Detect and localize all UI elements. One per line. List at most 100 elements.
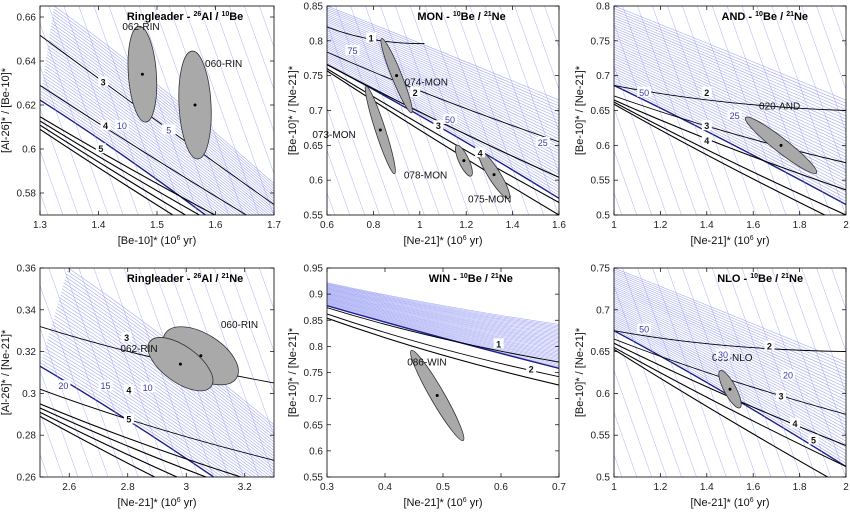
evolution-curve (53, 318, 274, 474)
isochron-line (614, 327, 667, 477)
y-tick-label: 0.3 (22, 389, 36, 400)
burial-contour (40, 407, 208, 477)
burial-contour (40, 120, 201, 215)
evolution-curve (44, 351, 236, 477)
contour-label-blue: 5 (166, 125, 171, 135)
isochron-line (228, 268, 274, 395)
contour-label-blue: 30 (718, 350, 728, 360)
isochron-line (259, 6, 274, 48)
evolution-curve (327, 292, 559, 345)
y-tick-label: 0.65 (304, 420, 324, 431)
contour-label-blue: 10 (143, 383, 153, 393)
isochron-line (771, 6, 846, 215)
evolution-curve (327, 289, 559, 339)
sample-label: 020-AND (759, 101, 800, 112)
x-axis-label: [Ne-21]* (106 yr) (690, 497, 769, 509)
y-axis-label: [Al-26]* / [Be-10]* (0, 67, 12, 153)
evolution-curve (327, 7, 559, 104)
evolution-curve (327, 292, 559, 344)
evolution-curve (327, 51, 559, 178)
evolution-curve (56, 309, 274, 465)
isochron-line (514, 6, 559, 133)
y-tick-label: 0.55 (591, 176, 611, 187)
evolution-curve (327, 299, 559, 357)
plot-area (614, 268, 846, 477)
sample-label: 086-WIN (407, 357, 446, 368)
y-tick-label: 0.55 (304, 211, 324, 222)
sample-point (462, 159, 466, 163)
panel-title: Ringleader - 26Al / 21Ne (127, 273, 243, 285)
panel-title: MON - 10Be / 21Ne (417, 11, 505, 23)
evolution-curve (327, 301, 559, 361)
evolution-curve (327, 27, 559, 137)
isochron-line (652, 268, 727, 477)
isochron-line (93, 268, 169, 477)
isochron-line (183, 6, 259, 215)
y-tick-label: 0.7 (596, 305, 610, 316)
contour-label: 3 (101, 77, 106, 87)
evolution-curve (614, 17, 846, 117)
evolution-curve (327, 296, 559, 352)
evolution-curve (614, 24, 846, 126)
isochron-line (454, 6, 530, 215)
y-tick-label: 0.8 (309, 36, 323, 47)
contour-label: 3 (436, 121, 441, 131)
x-tick-label: 2.6 (62, 482, 76, 493)
isochron-line (409, 6, 485, 215)
isochron-line (614, 411, 638, 477)
x-tick-label: 1 (611, 482, 617, 493)
x-tick-label: 1.2 (653, 220, 667, 231)
evolution-curve (47, 48, 267, 215)
evolution-curve (327, 295, 559, 350)
isochron-line (771, 268, 846, 477)
burial-contour (40, 388, 274, 461)
burial-contour (40, 415, 156, 477)
contour-label: 5 (126, 415, 131, 425)
evolution-curve (45, 345, 245, 477)
evolution-curve (614, 41, 846, 148)
evolution-curve (46, 54, 261, 215)
isochron-line (614, 284, 682, 477)
evolution-curve (327, 16, 559, 119)
y-tick-label: 0.55 (591, 431, 611, 442)
evolution-curve (327, 287, 559, 336)
burial-contour (40, 403, 243, 477)
y-tick-label: 0.32 (17, 347, 37, 358)
plot-frame (39, 267, 275, 478)
evolution-curve (42, 79, 231, 215)
evolution-curve (327, 290, 559, 340)
x-tick-label: 1.5 (150, 220, 164, 231)
evolution-curve (327, 58, 559, 190)
evolution-curve (614, 330, 846, 468)
isochron-line (667, 268, 742, 477)
evolution-curve (614, 61, 846, 174)
x-tick-label: 1 (611, 220, 617, 231)
burial-contour (614, 349, 829, 477)
evolution-curve (614, 288, 846, 398)
isochron-line (40, 107, 79, 215)
y-tick-label: 0.6 (596, 389, 610, 400)
evolution-curve (614, 65, 846, 180)
isochron-line (696, 268, 772, 477)
y-tick-label: 0.7 (596, 71, 610, 82)
isochron-line (40, 149, 64, 215)
evolution-curve (52, 14, 274, 192)
isochron-line (652, 6, 727, 215)
x-tick-label: 1.6 (746, 220, 760, 231)
burial-contour (40, 85, 248, 215)
evolution-curve (56, 306, 274, 463)
evolution-curve (327, 283, 559, 328)
isochron-line (123, 268, 199, 477)
contour-label: 1 (369, 33, 374, 43)
y-axis-label: [Be-10]* / [Ne-21]* (574, 65, 586, 155)
sample-point (728, 387, 732, 391)
evolution-curve (327, 6, 559, 101)
panel-title: WIN - 10Be / 21Ne (429, 273, 513, 285)
evolution-curve (40, 99, 207, 215)
x-tick-label: 3 (183, 482, 189, 493)
isochron-line (614, 369, 653, 477)
isochron-line (682, 6, 757, 215)
panel-2: 074-MON 073-MON 078-MON 075-MON 1 2 3 4 75 50 25 0.… (287, 2, 566, 248)
sample-point (378, 128, 382, 132)
